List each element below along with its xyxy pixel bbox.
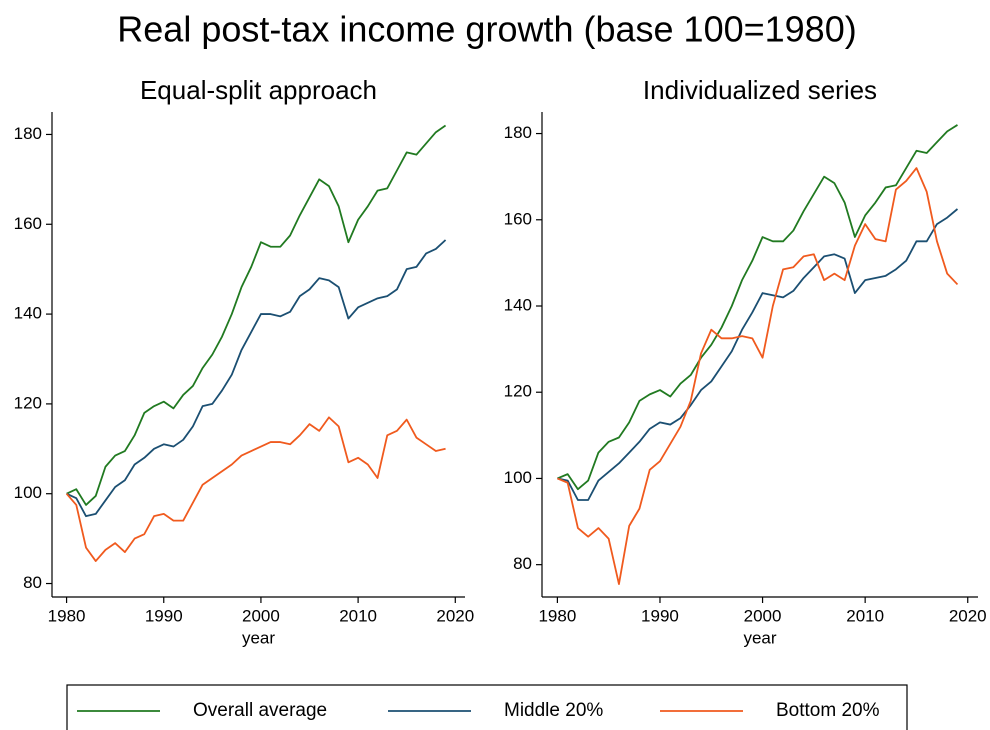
- x-tick-label: 2010: [846, 606, 884, 625]
- y-tick-label: 120: [14, 393, 42, 412]
- x-tick-label: 2020: [949, 606, 987, 625]
- x-axis-label: year: [242, 628, 275, 647]
- series-line: [66, 239, 447, 518]
- series-line: [65, 416, 446, 562]
- legend-label: Bottom 20%: [776, 700, 880, 721]
- x-tick-label: 2010: [339, 606, 377, 625]
- legend-label: Middle 20%: [504, 700, 603, 721]
- x-tick-label: 1990: [145, 606, 183, 625]
- x-tick-label: 2000: [242, 606, 280, 625]
- x-tick-label: 1980: [48, 606, 86, 625]
- y-tick-label: 80: [23, 573, 42, 592]
- x-tick-label: 1990: [641, 606, 679, 625]
- y-tick-label: 80: [513, 554, 532, 573]
- series-line: [557, 167, 959, 585]
- figure-title: Real post-tax income growth (base 100=19…: [117, 9, 856, 50]
- y-tick-label: 180: [504, 123, 532, 142]
- y-tick-label: 180: [14, 124, 42, 143]
- x-tick-label: 2000: [744, 606, 782, 625]
- x-axis-label: year: [743, 628, 776, 647]
- series-line: [557, 208, 959, 501]
- chart-title: Equal-split approach: [140, 75, 377, 105]
- series-line: [66, 124, 447, 506]
- series-line: [557, 124, 958, 491]
- x-tick-label: 1980: [538, 606, 576, 625]
- y-tick-label: 160: [504, 209, 532, 228]
- legend-box: [66, 684, 908, 730]
- y-tick-label: 100: [504, 468, 532, 487]
- legend-label: Overall average: [193, 700, 327, 721]
- y-tick-label: 120: [504, 382, 532, 401]
- y-tick-label: 100: [14, 483, 42, 502]
- y-tick-label: 140: [14, 304, 42, 323]
- x-tick-label: 2020: [436, 606, 474, 625]
- y-tick-label: 140: [504, 295, 532, 314]
- chart-title: Individualized series: [643, 75, 877, 105]
- y-tick-label: 160: [14, 214, 42, 233]
